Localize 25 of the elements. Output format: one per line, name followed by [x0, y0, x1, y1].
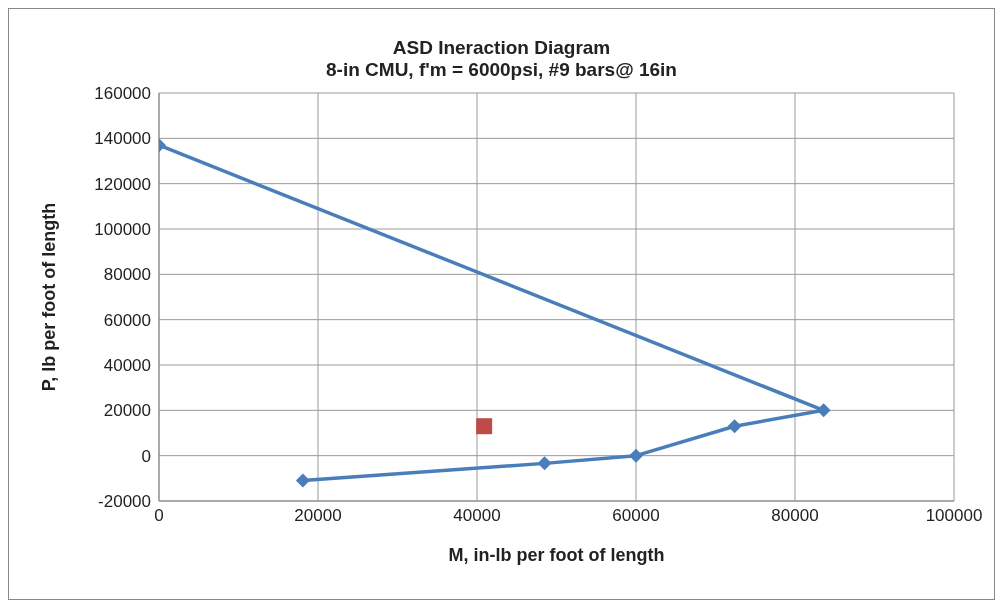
y-axis-title: P, lb per foot of length: [39, 202, 60, 392]
x-tick-label: 60000: [612, 506, 660, 526]
point: [727, 419, 742, 434]
y-tick-label: 40000: [103, 356, 151, 376]
x-tick-label: 40000: [453, 506, 501, 526]
y-tick-label: 80000: [103, 265, 151, 285]
x-tick-label: 0: [154, 506, 164, 526]
y-tick-label: 140000: [94, 129, 151, 149]
y-tick-label: 120000: [94, 174, 151, 194]
x-tick-label: 100000: [925, 506, 983, 526]
chart-title: ASD Ineraction Diagram: [391, 37, 612, 59]
y-tick-label: 20000: [103, 401, 151, 421]
x-tick-label: 20000: [294, 506, 342, 526]
x-tick-label: 80000: [771, 506, 819, 526]
point: [629, 448, 643, 463]
y-tick-label: 60000: [103, 310, 151, 330]
point: [476, 418, 493, 435]
x-axis-title: M, in-lb per foot of length: [448, 545, 665, 565]
chart-subtitle: 8-in CMU, f'm = 6000psi, #9 bars@ 16in: [325, 59, 678, 81]
y-tick-label: -20000: [98, 492, 151, 512]
y-tick-label: 160000: [94, 84, 151, 104]
point: [295, 473, 310, 488]
y-tick-label: 0: [141, 446, 151, 466]
point: [537, 456, 552, 471]
y-tick-label: 100000: [94, 220, 151, 240]
